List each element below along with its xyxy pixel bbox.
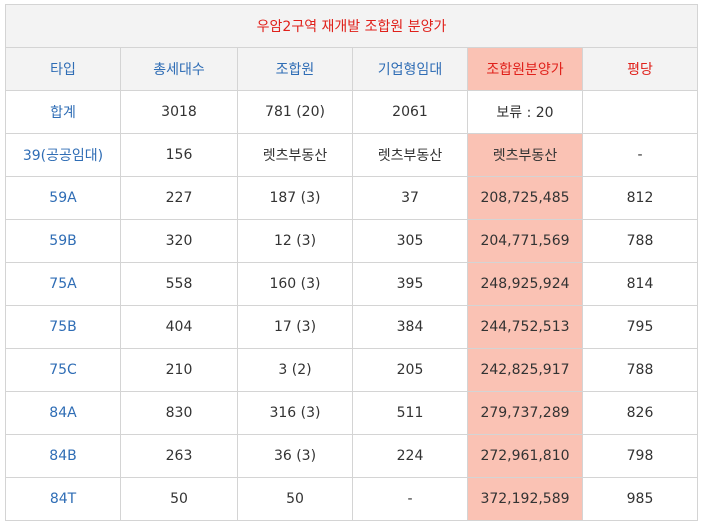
table-row: 84B 263 36 (3) 224 272,961,810 798 <box>5 434 699 478</box>
header-row: 타입 총세대수 조합원 기업형임대 조합원분양가 평당 <box>5 47 699 91</box>
type-cell: 84B <box>5 434 121 478</box>
corporate-rental-cell: 2061 <box>352 90 468 134</box>
per-pyeong-cell: 814 <box>581 262 699 306</box>
type-cell: 75C <box>5 348 121 392</box>
total-units-cell: 156 <box>120 133 238 177</box>
corporate-rental-cell: - <box>352 477 468 521</box>
members-cell: 187 (3) <box>237 176 353 220</box>
total-units-cell: 227 <box>120 176 238 220</box>
type-cell: 75B <box>5 305 121 349</box>
type-cell: 59B <box>5 219 121 263</box>
members-cell: 781 (20) <box>237 90 353 134</box>
total-units-cell: 50 <box>120 477 238 521</box>
members-cell: 렛츠부동산 <box>237 133 353 177</box>
total-units-cell: 3018 <box>120 90 238 134</box>
total-units-cell: 263 <box>120 434 238 478</box>
total-units-cell: 558 <box>120 262 238 306</box>
members-cell: 50 <box>237 477 353 521</box>
type-cell: 39(공공임대) <box>5 133 121 177</box>
per-pyeong-cell: 985 <box>581 477 699 521</box>
per-pyeong-cell: 795 <box>581 305 699 349</box>
members-cell: 36 (3) <box>237 434 353 478</box>
type-cell: 59A <box>5 176 121 220</box>
members-cell: 160 (3) <box>237 262 353 306</box>
members-cell: 316 (3) <box>237 391 353 435</box>
table-row: 59B 320 12 (3) 305 204,771,569 788 <box>5 219 699 263</box>
per-pyeong-cell: 812 <box>581 176 699 220</box>
member-price-cell: 244,752,513 <box>467 305 583 349</box>
member-price-cell: 272,961,810 <box>467 434 583 478</box>
per-pyeong-cell: 798 <box>581 434 699 478</box>
members-cell: 17 (3) <box>237 305 353 349</box>
table-row: 59A 227 187 (3) 37 208,725,485 812 <box>5 176 699 220</box>
total-units-cell: 830 <box>120 391 238 435</box>
member-price-cell: 248,925,924 <box>467 262 583 306</box>
type-cell: 75A <box>5 262 121 306</box>
header-per-pyeong: 평당 <box>581 47 699 91</box>
corporate-rental-cell: 렛츠부동산 <box>352 133 468 177</box>
header-member-price: 조합원분양가 <box>467 47 583 91</box>
title-row: 우암2구역 재개발 조합원 분양가 <box>4 4 699 48</box>
table-row: 75C 210 3 (2) 205 242,825,917 788 <box>5 348 699 392</box>
corporate-rental-cell: 37 <box>352 176 468 220</box>
table-row: 75A 558 160 (3) 395 248,925,924 814 <box>5 262 699 306</box>
type-cell: 합계 <box>5 90 121 134</box>
corporate-rental-cell: 224 <box>352 434 468 478</box>
price-table: 우암2구역 재개발 조합원 분양가 타입 총세대수 조합원 기업형임대 조합원분… <box>4 4 699 521</box>
corporate-rental-cell: 384 <box>352 305 468 349</box>
table-row: 39(공공임대) 156 렛츠부동산 렛츠부동산 렛츠부동산 - <box>5 133 699 177</box>
table-row: 84A 830 316 (3) 511 279,737,289 826 <box>5 391 699 435</box>
table-row: 75B 404 17 (3) 384 244,752,513 795 <box>5 305 699 349</box>
per-pyeong-cell: 788 <box>581 219 699 263</box>
corporate-rental-cell: 511 <box>352 391 468 435</box>
table-row: 합계 3018 781 (20) 2061 보류 : 20 <box>5 90 699 134</box>
price-table-container: 우암2구역 재개발 조합원 분양가 타입 총세대수 조합원 기업형임대 조합원분… <box>4 4 699 521</box>
per-pyeong-cell: - <box>581 133 699 177</box>
corporate-rental-cell: 205 <box>352 348 468 392</box>
table-title: 우암2구역 재개발 조합원 분양가 <box>4 4 699 48</box>
header-total-units: 총세대수 <box>120 47 238 91</box>
per-pyeong-cell: 826 <box>581 391 699 435</box>
member-price-cell: 279,737,289 <box>467 391 583 435</box>
table-row: 84T 50 50-372,192,589 985 <box>5 477 699 521</box>
total-units-cell: 404 <box>120 305 238 349</box>
corporate-rental-cell: 395 <box>352 262 468 306</box>
member-price-cell: 204,771,569 <box>467 219 583 263</box>
member-price-cell: 렛츠부동산 <box>467 133 583 177</box>
total-units-cell: 320 <box>120 219 238 263</box>
type-cell: 84T <box>5 477 121 521</box>
corporate-rental-cell: 305 <box>352 219 468 263</box>
member-price-cell: 242,825,917 <box>467 348 583 392</box>
members-cell: 12 (3) <box>237 219 353 263</box>
header-members: 조합원 <box>237 47 353 91</box>
member-price-cell: 보류 : 20 <box>467 90 583 134</box>
member-price-cell: 208,725,485 <box>467 176 583 220</box>
header-corporate-rental: 기업형임대 <box>352 47 468 91</box>
per-pyeong-cell: 788 <box>581 348 699 392</box>
type-cell: 84A <box>5 391 121 435</box>
members-cell: 3 (2) <box>237 348 353 392</box>
header-type: 타입 <box>5 47 121 91</box>
total-units-cell: 210 <box>120 348 238 392</box>
per-pyeong-cell <box>581 90 699 134</box>
member-price-cell: 372,192,589 <box>467 477 583 521</box>
